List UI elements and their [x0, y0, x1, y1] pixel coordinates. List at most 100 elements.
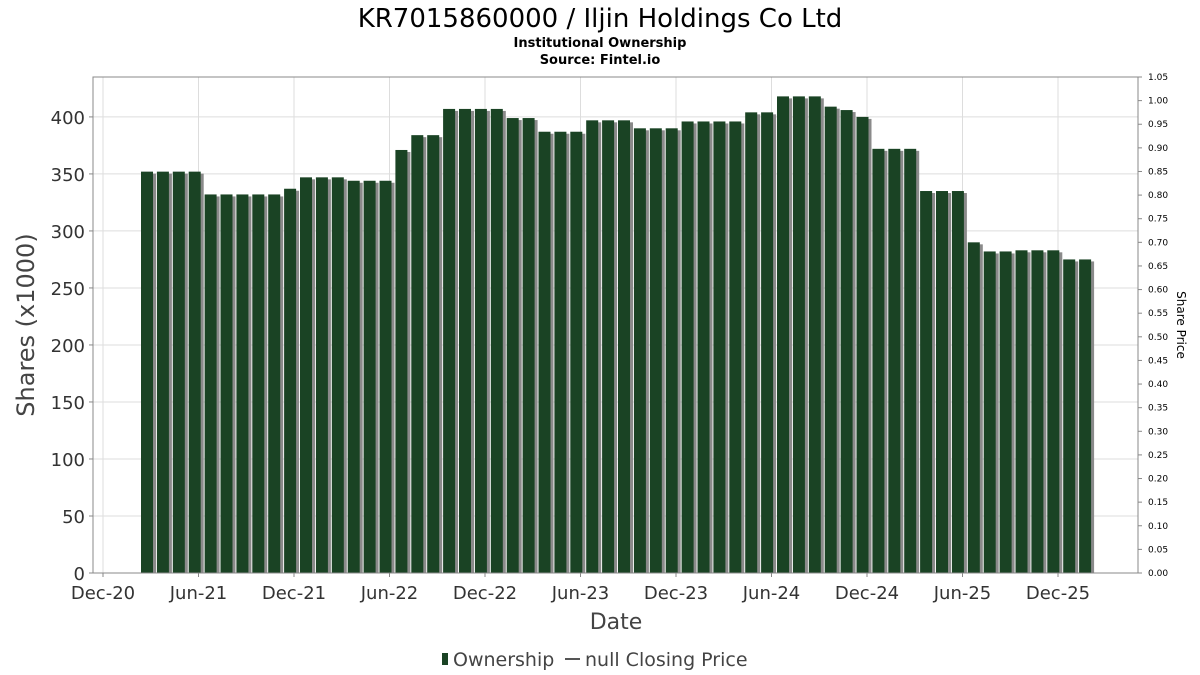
- bar: [586, 120, 599, 573]
- y-axis-left: 0 50 100 150 200 250 300 350 400: [51, 108, 93, 585]
- bar: [363, 180, 376, 573]
- x-axis: Dec-20 Jun-21 Dec-21 Jun-22 Dec-22 Jun-23 Dec-…: [71, 573, 1090, 604]
- bar: [220, 194, 233, 574]
- y2-tick-label: 0.70: [1148, 238, 1168, 248]
- y2-tick-label: 0.55: [1148, 309, 1168, 319]
- x-tick-label: Dec-21: [262, 583, 326, 604]
- bar: [459, 108, 471, 573]
- bar: [1063, 259, 1076, 573]
- y2-tick-label: 0.00: [1148, 569, 1168, 579]
- y-tick-label: 100: [51, 450, 85, 471]
- bar: [443, 108, 456, 573]
- y-tick-label: 150: [51, 393, 85, 414]
- x-tick-label: Dec-23: [644, 583, 708, 604]
- bar: [856, 116, 869, 573]
- bar: [888, 148, 901, 574]
- bar: [697, 121, 710, 573]
- y2-tick-label: 0.60: [1148, 286, 1168, 296]
- y2-tick-label: 0.05: [1148, 545, 1168, 555]
- y-axis-label: Shares (x1000): [12, 233, 40, 416]
- y2-tick-label: 0.65: [1148, 262, 1168, 272]
- bar: [331, 177, 344, 574]
- bar: [872, 148, 885, 574]
- legend: Ownership null Closing Price: [442, 649, 748, 671]
- legend-ownership-label: Ownership: [453, 649, 554, 671]
- plot-area: [92, 76, 1139, 574]
- bar: [141, 171, 153, 573]
- y2-tick-label: 0.85: [1148, 167, 1168, 177]
- y-tick-label: 200: [51, 336, 85, 357]
- y2-tick-label: 0.20: [1148, 475, 1168, 485]
- bar: [761, 112, 774, 573]
- bar: [474, 108, 487, 573]
- legend-ownership-marker: [442, 653, 448, 665]
- bar: [252, 194, 265, 574]
- y-tick-label: 400: [51, 108, 85, 129]
- y2-tick-label: 0.40: [1148, 380, 1168, 390]
- bar: [379, 180, 392, 573]
- bar: [999, 251, 1012, 573]
- bar: [411, 135, 424, 573]
- bar: [204, 194, 217, 574]
- bar: [315, 177, 328, 574]
- bar: [300, 177, 312, 574]
- bar: [729, 121, 742, 573]
- bar: [824, 106, 837, 574]
- y-tick-label: 0: [74, 564, 85, 585]
- bar: [904, 148, 917, 574]
- bar: [188, 171, 201, 573]
- y2-tick-label: 0.50: [1148, 333, 1168, 343]
- bar: [1079, 259, 1092, 573]
- bar: [538, 131, 551, 574]
- bar: [347, 180, 360, 573]
- x-tick-label: Dec-22: [453, 583, 517, 604]
- y2-tick-label: 0.80: [1148, 191, 1168, 201]
- bar: [602, 120, 615, 573]
- bar: [967, 242, 980, 574]
- bar: [236, 194, 249, 574]
- x-tick-label: Jun-22: [360, 583, 419, 604]
- bar: [268, 194, 281, 574]
- chart-source: Source: Fintel.io: [540, 53, 661, 68]
- bar: [713, 121, 726, 573]
- y2-tick-label: 0.25: [1148, 451, 1168, 461]
- bar-series-ownership: [141, 96, 1095, 574]
- y2-tick-label: 0.90: [1148, 144, 1168, 154]
- bar: [649, 128, 662, 573]
- bar: [490, 108, 503, 573]
- bar: [156, 171, 169, 573]
- y2-tick-label: 1.00: [1148, 97, 1168, 107]
- y-tick-label: 50: [62, 507, 85, 528]
- bar: [570, 131, 583, 574]
- bar: [951, 191, 964, 573]
- bar: [840, 110, 853, 574]
- y2-tick-label: 0.35: [1148, 404, 1168, 414]
- bar: [522, 118, 535, 573]
- bar: [936, 191, 948, 573]
- x-axis-label: Date: [590, 610, 643, 635]
- y2-tick-label: 0.15: [1148, 498, 1168, 508]
- x-tick-label: Jun-23: [551, 583, 610, 604]
- y-tick-label: 300: [51, 222, 85, 243]
- y2-tick-label: 0.95: [1148, 120, 1168, 130]
- bar: [618, 120, 630, 573]
- bar: [506, 118, 519, 573]
- bar: [1031, 250, 1044, 573]
- bar: [427, 135, 440, 573]
- bar: [633, 128, 646, 573]
- bar: [681, 121, 694, 573]
- bar: [665, 128, 678, 573]
- x-tick-label: Dec-24: [835, 583, 899, 604]
- y-tick-label: 250: [51, 279, 85, 300]
- y2-tick-label: 1.05: [1148, 73, 1168, 83]
- bar: [1015, 250, 1028, 573]
- bar: [554, 131, 567, 574]
- bar: [1047, 250, 1060, 573]
- y2-axis-label: Share Price: [1174, 291, 1188, 359]
- y2-tick-label: 0.10: [1148, 522, 1168, 532]
- x-tick-label: Jun-24: [742, 583, 801, 604]
- bar: [777, 96, 789, 573]
- bar: [284, 188, 297, 573]
- y2-tick-label: 0.45: [1148, 356, 1168, 366]
